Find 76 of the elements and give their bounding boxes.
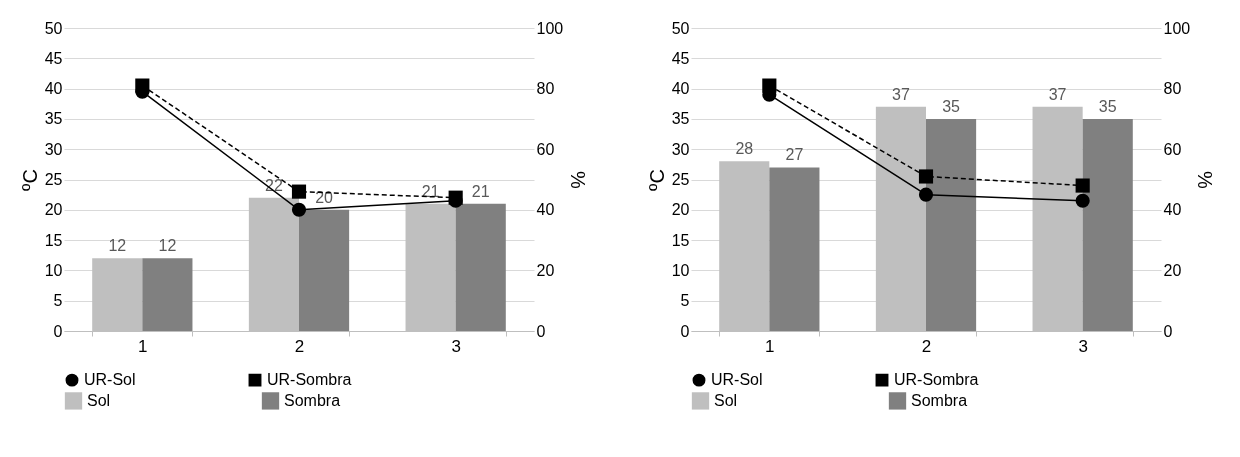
point — [1075, 193, 1090, 208]
y-tick-label: 50 — [671, 19, 690, 37]
y2-axis-title: % — [1194, 171, 1217, 190]
legend-label: UR-Sombra — [894, 371, 979, 389]
y2-tick-label: 20 — [1163, 261, 1182, 279]
point — [762, 78, 777, 93]
bar — [769, 167, 820, 331]
y-tick-label: 15 — [44, 231, 63, 249]
data-label: 35 — [1098, 97, 1117, 115]
y-axis-title: ºC — [645, 169, 668, 191]
data-label: 37 — [892, 85, 910, 103]
data-label: 28 — [735, 140, 754, 158]
y-tick-label: 0 — [53, 322, 63, 340]
x-tick-label: 3 — [451, 336, 461, 356]
data-label: 37 — [1048, 85, 1067, 103]
data-label: 21 — [471, 182, 490, 200]
point — [1075, 178, 1090, 193]
y2-tick-label: 60 — [1163, 140, 1182, 158]
point — [918, 187, 934, 202]
legend-label: Sombra — [284, 391, 341, 409]
y-tick-label: 35 — [44, 110, 63, 128]
y-tick-label: 15 — [671, 231, 690, 249]
legend-label: Sol — [87, 391, 111, 409]
y-tick-label: 20 — [671, 201, 690, 219]
legend-label: UR-Sol — [711, 371, 763, 389]
y2-tick-label: 0 — [1163, 322, 1173, 340]
bar — [299, 209, 350, 331]
bar — [142, 258, 193, 331]
y2-tick-label: 60 — [536, 140, 555, 158]
legend-label: UR-Sol — [84, 371, 136, 389]
data-label: 12 — [158, 237, 177, 255]
y-tick-label: 10 — [671, 261, 690, 279]
legend-label: Sombra — [911, 391, 968, 409]
x-tick-label: 1 — [138, 336, 148, 356]
y2-tick-label: 40 — [536, 201, 555, 219]
point — [918, 169, 934, 184]
y-tick-label: 5 — [680, 292, 690, 310]
y-tick-label: 5 — [53, 292, 63, 310]
y-tick-label: 45 — [671, 49, 690, 67]
bar — [455, 203, 506, 331]
y-tick-label: 10 — [44, 261, 63, 279]
y-tick-label: 30 — [671, 140, 690, 158]
y2-tick-label: 0 — [536, 322, 546, 340]
bar — [926, 118, 977, 331]
x-tick-label: 1 — [765, 336, 775, 356]
data-label: 27 — [785, 146, 804, 164]
y2-tick-label: 100 — [536, 19, 564, 37]
x-tick-label: 2 — [294, 336, 305, 356]
y-tick-label: 25 — [44, 171, 63, 188]
y-tick-label: 35 — [671, 110, 690, 128]
y2-tick-label: 40 — [1163, 201, 1182, 219]
data-label: 35 — [942, 97, 961, 115]
y-tick-label: 20 — [44, 201, 63, 219]
data-label: 12 — [108, 237, 127, 255]
y2-axis-title: % — [567, 171, 590, 190]
bar — [1082, 118, 1133, 331]
y-axis-title: ºC — [18, 169, 41, 191]
y-tick-label: 40 — [671, 80, 690, 98]
y-tick-label: 40 — [44, 80, 63, 98]
y2-tick-label: 80 — [1163, 80, 1182, 98]
point — [135, 78, 150, 93]
y2-tick-label: 100 — [1163, 19, 1191, 37]
y-tick-label: 50 — [44, 19, 63, 37]
point — [291, 184, 307, 199]
x-tick-label: 2 — [921, 336, 932, 356]
y-tick-label: 30 — [44, 140, 63, 158]
y-tick-label: 45 — [44, 49, 63, 67]
y-tick-label: 25 — [671, 171, 690, 188]
legend-label: UR-Sombra — [267, 371, 352, 389]
x-tick-label: 3 — [1078, 336, 1088, 356]
y-tick-label: 0 — [680, 322, 690, 340]
y2-tick-label: 20 — [536, 261, 555, 279]
legend-label: Sol — [714, 391, 738, 409]
data-label: 22 — [265, 176, 283, 194]
point — [291, 202, 307, 217]
y2-tick-label: 80 — [536, 80, 555, 98]
